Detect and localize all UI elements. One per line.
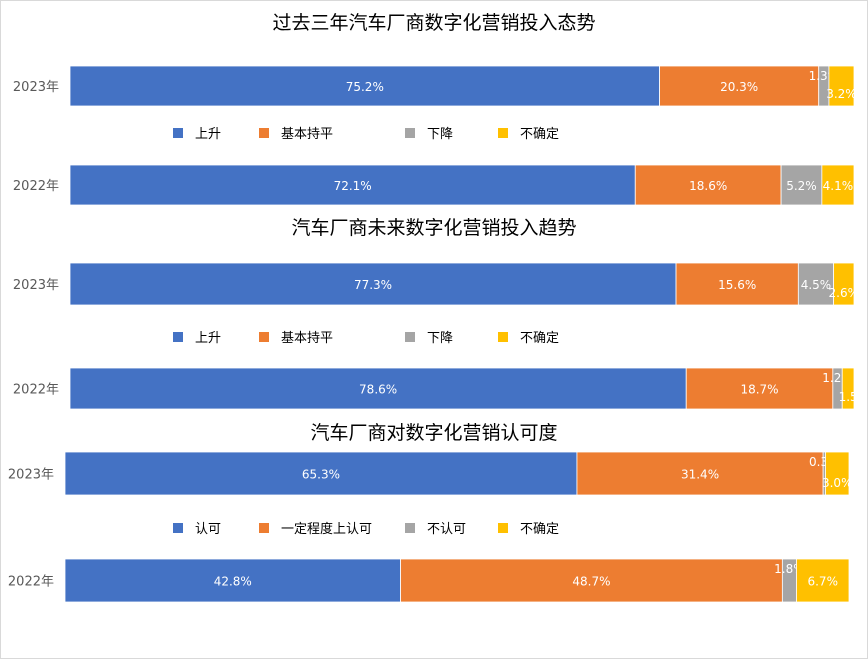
chart-1-category-label: 2023年	[13, 80, 59, 95]
chart-2-data-label: 2.6%	[829, 286, 860, 300]
chart-1-bar-segment	[69, 164, 636, 206]
chart-3-data-label: 65.3%	[302, 468, 340, 482]
chart-2-bar-segment	[69, 367, 687, 410]
chart-2-title: 汽车厂商未来数字化营销投入趋势	[291, 217, 576, 239]
chart-3-bar-segment	[576, 451, 824, 496]
chart-1-data-label: 4.1%	[823, 179, 854, 193]
chart-2-data-label: 1.5	[839, 390, 858, 404]
chart-1-bar-segment	[821, 164, 855, 206]
chart-1-legend-swatch	[259, 128, 269, 138]
chart-2-data-label: 77.3%	[354, 278, 392, 292]
chart-1-legend-swatch	[498, 128, 508, 138]
chart-3-legend-label: 一定程度上认可	[281, 521, 372, 537]
chart-1-bar-segment	[828, 65, 855, 107]
chart-2-bar-segment	[833, 262, 855, 306]
chart-3-category-label: 2022年	[8, 575, 54, 590]
chart-1-category-label: 2022年	[13, 179, 59, 194]
chart-3-legend-label: 不认可	[427, 522, 466, 537]
chart-1-bar-segment	[659, 65, 820, 107]
chart-1-bar-segment	[634, 164, 782, 206]
chart-2-bar-segment	[69, 262, 677, 306]
chart-2-data-label: 15.6%	[718, 278, 756, 292]
chart-2-data-label: 18.7%	[740, 383, 778, 397]
chart-3-bar-segment	[400, 558, 783, 603]
chart-1-legend-swatch	[405, 128, 415, 138]
chart-3-bar-segment	[825, 451, 850, 496]
chart-2-data-label: 78.6%	[359, 383, 397, 397]
chart-1-title: 过去三年汽车厂商数字化营销投入态势	[272, 12, 595, 34]
chart-3-data-label: 48.7%	[572, 575, 610, 589]
chart-1-data-label: 75.2%	[346, 80, 384, 94]
chart-1-data-label: 5.2%	[786, 179, 817, 193]
chart-2-legend-label: 基本持平	[281, 331, 333, 346]
chart-1-data-label: 3.2%	[826, 87, 857, 101]
chart-1-bar-segment	[780, 164, 823, 206]
chart-3-legend-swatch	[498, 523, 508, 533]
chart-3-legend-swatch	[173, 523, 183, 533]
chart-2-bar-segment	[685, 367, 834, 410]
chart-3-bar-segment	[796, 558, 850, 603]
chart-3-legend-label: 认可	[195, 522, 221, 537]
chart-3-bar-segment	[64, 451, 578, 496]
chart-1-legend-label: 基本持平	[281, 127, 333, 142]
chart-3-bar-segment	[64, 558, 401, 603]
chart-1-legend-label: 上升	[195, 127, 221, 142]
chart-3-legend-swatch	[259, 523, 269, 533]
chart-3-data-label: 42.8%	[214, 575, 252, 589]
chart-3-data-label: 6.7%	[807, 575, 838, 589]
chart-1-data-label: 20.3%	[720, 80, 758, 94]
chart-1-data-label: 18.6%	[689, 179, 727, 193]
chart-1-legend-swatch	[173, 128, 183, 138]
chart-3-legend-label: 不确定	[520, 522, 559, 537]
chart-3-category-label: 2023年	[8, 468, 54, 483]
chart-1-legend-label: 不确定	[520, 127, 559, 142]
chart-2-legend-label: 上升	[195, 331, 221, 346]
chart-3-data-label: 3.0%	[822, 476, 853, 490]
chart-2-bar-segment	[675, 262, 799, 306]
chart-2-legend-label: 下降	[427, 331, 453, 346]
chart-3-data-label: 31.4%	[681, 468, 719, 482]
chart-3-title: 汽车厂商对数字化营销认可度	[310, 422, 557, 444]
chart-2-legend-label: 不确定	[520, 331, 559, 346]
chart-1-bar-segment	[69, 65, 660, 107]
chart-3-legend-swatch	[405, 523, 415, 533]
chart-2-category-label: 2023年	[13, 278, 59, 293]
chart-2-legend-swatch	[259, 332, 269, 342]
chart-2-data-label: 4.5%	[801, 278, 832, 292]
chart-2-category-label: 2022年	[13, 383, 59, 398]
chart-2-bar-segment	[841, 367, 855, 410]
chart-2-legend-swatch	[173, 332, 183, 342]
chart-1-legend-label: 下降	[427, 127, 453, 142]
chart-1-data-label: 72.1%	[334, 179, 372, 193]
chart-2-legend-swatch	[405, 332, 415, 342]
chart-2-legend-swatch	[498, 332, 508, 342]
